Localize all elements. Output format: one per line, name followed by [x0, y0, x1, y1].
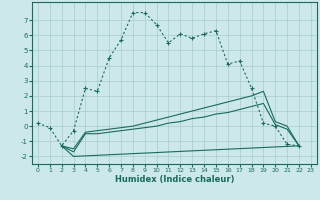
X-axis label: Humidex (Indice chaleur): Humidex (Indice chaleur) [115, 175, 234, 184]
